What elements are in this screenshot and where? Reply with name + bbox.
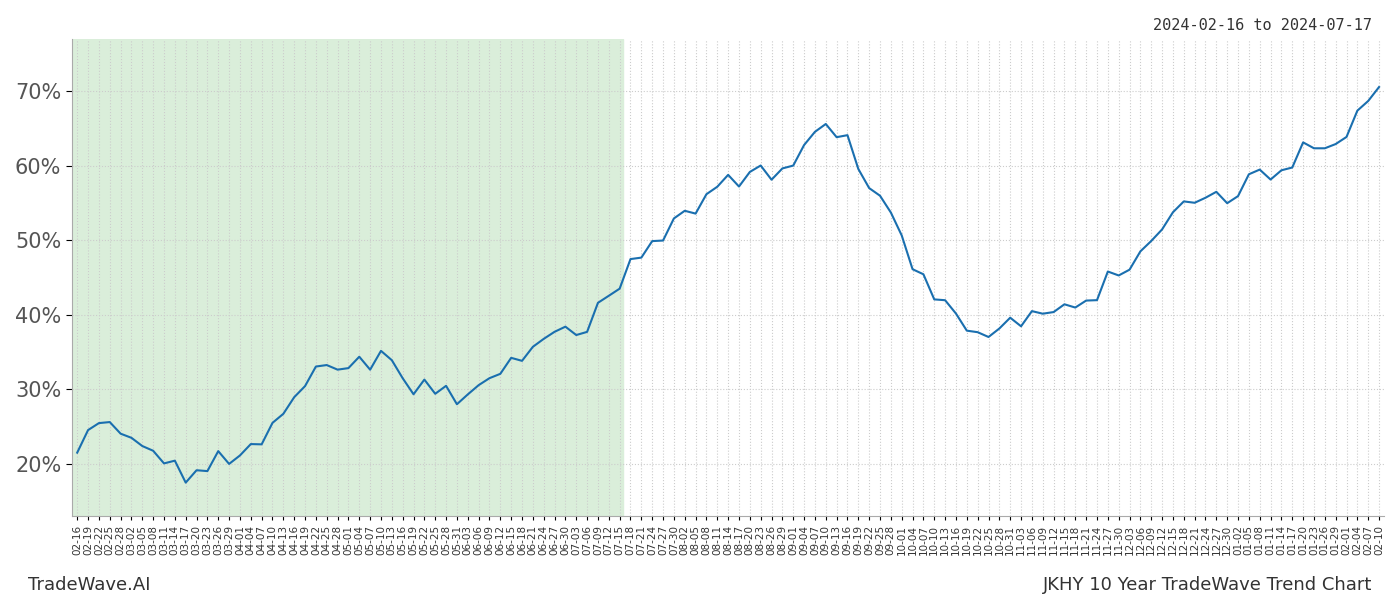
Bar	[71, 39, 623, 516]
Text: JKHY 10 Year TradeWave Trend Chart: JKHY 10 Year TradeWave Trend Chart	[1043, 576, 1372, 594]
Text: 2024-02-16 to 2024-07-17: 2024-02-16 to 2024-07-17	[1154, 18, 1372, 33]
Text: TradeWave.AI: TradeWave.AI	[28, 576, 151, 594]
